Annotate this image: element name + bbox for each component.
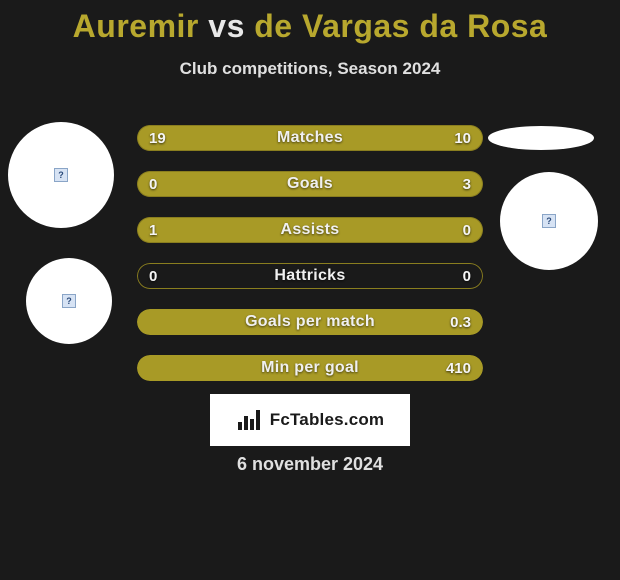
- stat-label: Min per goal: [137, 355, 483, 381]
- date-text: 6 november 2024: [0, 454, 620, 475]
- stat-label: Matches: [137, 125, 483, 151]
- vs-text: vs: [208, 8, 245, 44]
- stat-value-right: 10: [454, 125, 471, 151]
- player-avatar-placeholder: [8, 122, 114, 228]
- decorative-ellipse: [488, 126, 594, 150]
- stats-panel: 19Matches100Goals31Assists00Hattricks0Go…: [137, 125, 483, 401]
- brand-badge: FcTables.com: [210, 394, 410, 446]
- player1-name: Auremir: [73, 8, 199, 44]
- bars-icon: [236, 408, 264, 432]
- stat-row: 0Hattricks0: [137, 263, 483, 289]
- stat-row: 1Assists0: [137, 217, 483, 243]
- comparison-title: Auremir vs de Vargas da Rosa: [0, 0, 620, 45]
- stat-value-right: 0.3: [450, 309, 471, 335]
- brand-text: FcTables.com: [270, 410, 385, 430]
- stat-row: Min per goal410: [137, 355, 483, 381]
- stat-label: Goals per match: [137, 309, 483, 335]
- stat-row: Goals per match0.3: [137, 309, 483, 335]
- stat-row: 0Goals3: [137, 171, 483, 197]
- player-avatar-placeholder: [500, 172, 598, 270]
- stat-value-right: 0: [463, 263, 471, 289]
- stat-value-right: 410: [446, 355, 471, 381]
- stat-value-right: 0: [463, 217, 471, 243]
- stat-label: Goals: [137, 171, 483, 197]
- subtitle: Club competitions, Season 2024: [0, 59, 620, 79]
- stat-value-right: 3: [463, 171, 471, 197]
- stat-label: Assists: [137, 217, 483, 243]
- image-placeholder-icon: [542, 214, 556, 228]
- image-placeholder-icon: [54, 168, 68, 182]
- player2-name: de Vargas da Rosa: [254, 8, 547, 44]
- stat-row: 19Matches10: [137, 125, 483, 151]
- image-placeholder-icon: [62, 294, 76, 308]
- stat-label: Hattricks: [137, 263, 483, 289]
- infographic-root: Auremir vs de Vargas da Rosa Club compet…: [0, 0, 620, 580]
- team-badge-placeholder: [26, 258, 112, 344]
